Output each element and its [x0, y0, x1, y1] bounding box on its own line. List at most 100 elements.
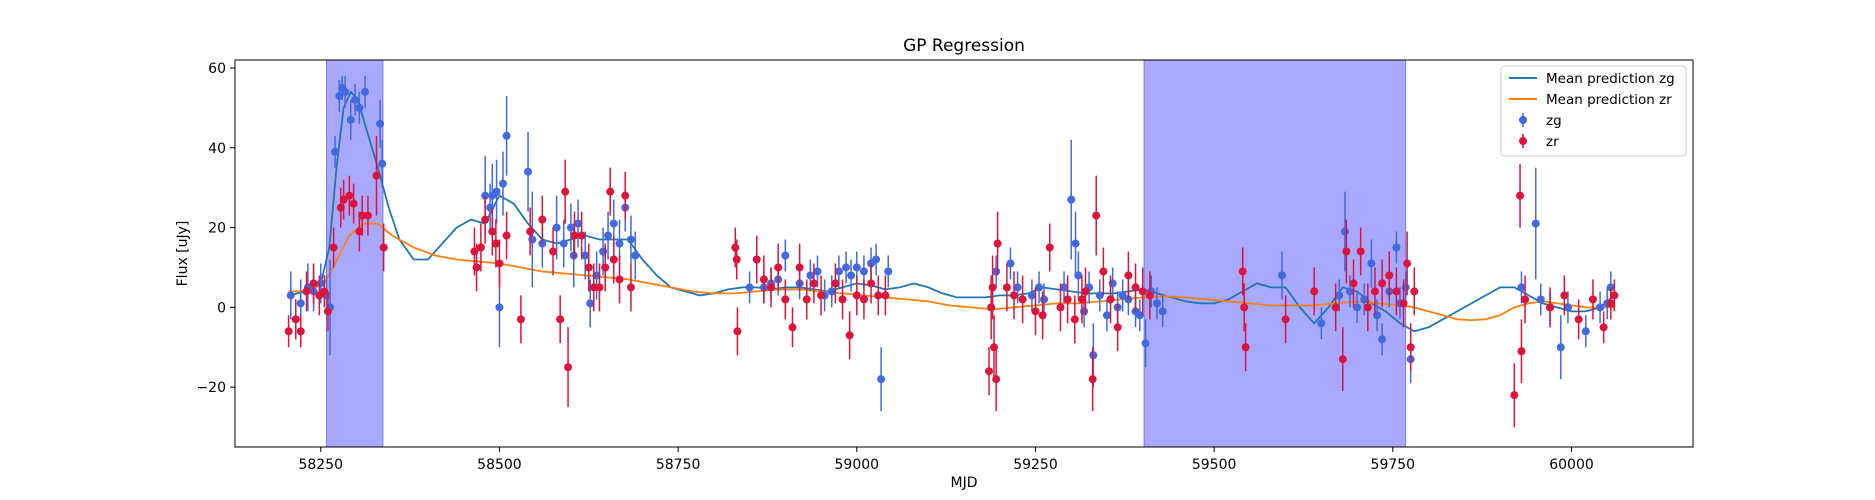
zr-marker — [1349, 279, 1358, 288]
zr-marker — [556, 315, 565, 324]
zr-marker — [774, 263, 783, 272]
zr-marker — [336, 203, 345, 212]
zr-data-point — [881, 275, 890, 316]
zr-marker — [1238, 267, 1247, 276]
zr-data-point — [1516, 163, 1525, 228]
zr-marker — [795, 263, 804, 272]
zg-data-point — [492, 159, 501, 224]
zg-data-point — [1074, 251, 1083, 300]
zg-marker — [346, 115, 355, 124]
x-tick-label: 59000 — [835, 457, 880, 473]
zr-data-point — [476, 223, 485, 272]
zg-data-point — [847, 259, 856, 292]
x-tick-label: 59250 — [1013, 457, 1058, 473]
zg-data-point — [1581, 315, 1590, 348]
x-tick-label: 58500 — [477, 457, 522, 473]
zg-data-point — [1135, 299, 1144, 332]
zr-marker — [1070, 315, 1079, 324]
zr-marker — [372, 171, 381, 180]
zr-marker — [845, 331, 854, 340]
y-axis-label: Flux [uJy] — [175, 221, 191, 287]
zg-data-point — [1378, 323, 1387, 356]
legend-item: Mean prediction zr — [1509, 92, 1672, 108]
legend-item: Mean prediction zg — [1509, 71, 1675, 87]
zg-data-point — [1006, 247, 1015, 280]
x-tick-label: 59750 — [1371, 457, 1416, 473]
zr-data-point — [1510, 363, 1519, 428]
zr-marker — [1574, 315, 1583, 324]
x-axis-ticks: 58250 58500 58750 59000 59250 59500 59750 60000 — [298, 447, 1594, 473]
zg-marker — [847, 271, 856, 280]
zr-data-point — [1410, 267, 1419, 316]
zg-data-point — [1067, 139, 1076, 260]
zr-data-point — [538, 195, 547, 244]
zg-marker — [495, 303, 504, 312]
zg-marker — [286, 291, 295, 300]
zr-marker — [1092, 211, 1101, 220]
zr-data-point — [809, 263, 818, 304]
zr-marker — [802, 295, 811, 304]
zr-data-point — [1240, 283, 1249, 332]
zg-data-point — [1353, 291, 1362, 324]
legend-item: zr — [1519, 134, 1559, 150]
zr-data-point — [732, 239, 741, 280]
zr-data-point — [774, 243, 783, 292]
zr-marker — [1399, 299, 1408, 308]
zr-data-point — [1099, 247, 1108, 296]
zr-marker — [987, 303, 996, 312]
zg-marker — [1141, 339, 1150, 348]
zr-data-point — [1392, 267, 1401, 316]
zg-marker — [559, 239, 568, 248]
zg-marker — [361, 87, 370, 96]
zr-data-point — [363, 195, 372, 236]
zr-marker — [1403, 259, 1412, 268]
zr-data-point — [615, 255, 624, 304]
y-tick-label: 0 — [217, 300, 226, 316]
zr-data-point — [1018, 275, 1027, 324]
zr-data-point — [874, 275, 883, 316]
zr-marker — [1610, 291, 1619, 300]
zr-marker — [329, 243, 338, 252]
zg-marker — [1581, 327, 1590, 336]
zr-marker — [502, 231, 511, 240]
zr-data-point — [1281, 295, 1290, 344]
zg-marker — [341, 87, 350, 96]
zg-data-point — [1367, 239, 1376, 288]
zr-marker — [752, 255, 761, 264]
zr-marker — [495, 259, 504, 268]
zg-marker — [355, 103, 364, 112]
zr-marker — [339, 195, 348, 204]
zg-data-point — [524, 131, 533, 212]
zg-marker — [615, 239, 624, 248]
zr-data-point — [1031, 287, 1040, 336]
zg-data-point — [1345, 275, 1354, 308]
zr-data-point — [1113, 303, 1122, 352]
zg-marker — [626, 235, 635, 244]
zr-data-point — [992, 347, 1001, 412]
zr-data-point — [1606, 287, 1615, 320]
zr-data-point — [1238, 247, 1247, 296]
zr-marker — [1599, 323, 1608, 332]
zg-data-point — [361, 75, 370, 108]
x-tick-label: 60000 — [1549, 457, 1594, 473]
zg-marker — [1006, 259, 1015, 268]
zr-data-point — [336, 187, 345, 228]
zg-data-point — [1536, 283, 1545, 316]
zg-marker — [1035, 283, 1044, 292]
zg-marker — [376, 119, 385, 128]
zr-data-point — [609, 235, 618, 284]
zr-marker — [626, 283, 635, 292]
zr-marker — [1378, 279, 1387, 288]
zr-data-point — [1342, 219, 1351, 284]
zr-marker — [1406, 343, 1415, 352]
zr-data-point — [621, 171, 630, 220]
zr-data-point — [831, 263, 840, 304]
zg-data-point — [806, 259, 815, 292]
zr-marker — [881, 291, 890, 300]
zg-marker — [316, 279, 325, 288]
zr-marker — [838, 295, 847, 304]
zg-marker — [745, 283, 754, 292]
zr-marker — [1010, 291, 1019, 300]
zr-data-point — [284, 315, 293, 348]
zg-marker — [1596, 303, 1605, 312]
